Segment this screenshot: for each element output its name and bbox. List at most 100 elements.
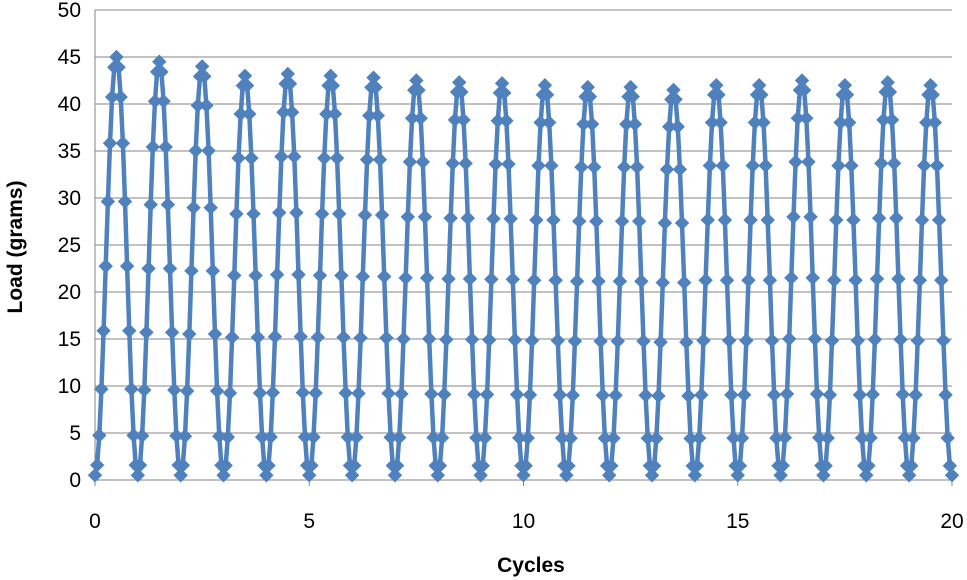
data-point-marker <box>497 85 512 101</box>
data-point-marker <box>754 87 769 102</box>
data-point-marker <box>550 333 565 348</box>
data-point-marker <box>220 429 236 445</box>
data-point-marker <box>559 468 574 483</box>
data-point-marker <box>130 468 146 483</box>
data-point-marker <box>154 64 169 80</box>
data-point-marker <box>467 387 482 402</box>
data-point-marker <box>179 383 195 399</box>
data-point-marker <box>460 210 476 226</box>
data-point-marker <box>820 430 835 446</box>
data-point-marker <box>687 468 703 483</box>
data-point-marker <box>766 387 782 403</box>
data-point-marker <box>291 267 306 282</box>
data-point-marker <box>409 73 424 88</box>
data-point-marker <box>927 115 943 130</box>
data-point-marker <box>516 468 531 483</box>
data-point-marker <box>775 458 790 473</box>
data-point-marker <box>244 150 259 166</box>
data-point-marker <box>634 273 649 289</box>
data-point-marker <box>561 458 576 474</box>
data-point-marker <box>895 387 910 402</box>
data-point-marker <box>505 272 520 287</box>
data-point-marker <box>604 458 619 474</box>
data-point-marker <box>456 112 471 128</box>
data-point-marker <box>327 106 343 122</box>
data-point-marker <box>287 149 302 164</box>
data-point-marker <box>94 381 109 397</box>
data-point-marker <box>636 333 651 349</box>
axes <box>94 10 953 486</box>
data-point-marker <box>306 429 321 445</box>
y-tick-label: 0 <box>69 469 81 492</box>
data-point-marker <box>229 206 244 222</box>
data-point-marker <box>109 49 124 65</box>
data-point-marker <box>284 105 300 120</box>
data-point-marker <box>509 387 525 402</box>
data-point-marker <box>89 457 105 473</box>
data-point-marker <box>119 258 135 274</box>
data-point-marker <box>758 158 773 173</box>
data-point-marker <box>424 386 439 402</box>
data-point-marker <box>773 468 788 483</box>
data-point-marker <box>518 458 533 473</box>
data-point-marker <box>801 154 816 170</box>
data-point-marker <box>96 323 111 338</box>
data-point-marker <box>143 197 158 212</box>
data-point-marker <box>914 212 930 228</box>
data-point-marker <box>336 330 351 345</box>
data-point-marker <box>698 273 713 288</box>
data-point-marker <box>197 69 212 84</box>
data-point-marker <box>231 150 246 166</box>
data-point-marker <box>818 458 833 473</box>
data-point-marker <box>719 273 735 288</box>
data-point-marker <box>542 115 557 130</box>
data-point-marker <box>413 110 428 126</box>
data-point-marker <box>227 268 242 283</box>
data-point-marker <box>893 332 908 347</box>
data-point-marker <box>886 156 902 171</box>
data-point-marker <box>100 194 116 209</box>
data-point-marker <box>173 468 188 483</box>
data-point-marker <box>852 387 868 403</box>
data-point-marker <box>569 273 585 289</box>
data-point-marker <box>246 206 261 222</box>
data-point-marker <box>831 158 846 173</box>
data-point-marker <box>846 212 861 228</box>
data-point-marker <box>267 329 283 344</box>
data-point-marker <box>205 263 221 279</box>
data-point-marker <box>567 333 583 349</box>
data-point-marker <box>499 113 514 128</box>
data-point-marker <box>734 430 750 446</box>
data-point-marker <box>182 326 197 342</box>
data-point-marker <box>691 430 707 446</box>
data-point-marker <box>610 333 625 349</box>
data-point-marker <box>479 387 495 402</box>
data-point-marker <box>777 430 793 445</box>
data-point-marker <box>574 159 589 175</box>
data-point-marker <box>458 156 473 171</box>
data-point-marker <box>477 430 493 446</box>
data-point-marker <box>488 156 503 172</box>
data-point-marker <box>486 211 501 226</box>
data-point-marker <box>936 333 951 348</box>
data-point-marker <box>934 273 949 288</box>
data-point-marker <box>310 330 326 345</box>
data-point-marker <box>432 458 448 473</box>
data-point-marker <box>781 331 797 347</box>
data-point-marker <box>417 209 433 225</box>
data-point-marker <box>805 270 820 286</box>
data-point-marker <box>141 261 156 276</box>
data-point-marker <box>591 273 606 289</box>
data-point-marker <box>207 326 223 342</box>
data-point-marker <box>437 387 452 402</box>
data-point-marker <box>631 213 647 229</box>
data-point-marker <box>289 205 304 220</box>
data-point-marker <box>606 431 621 446</box>
data-point-marker <box>527 273 542 288</box>
data-point-marker <box>589 213 604 229</box>
data-point-marker <box>475 458 490 473</box>
data-point-marker <box>396 331 411 347</box>
data-point-marker <box>387 468 403 483</box>
data-point-marker <box>87 468 103 483</box>
